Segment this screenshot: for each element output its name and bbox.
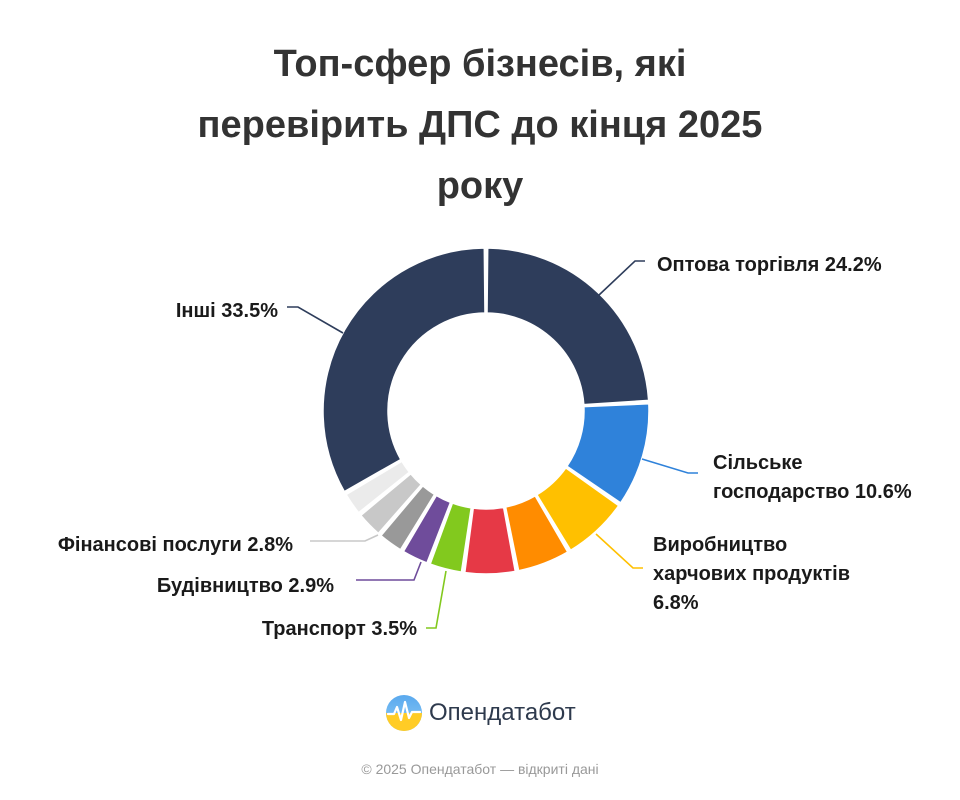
donut-slice-red: [464, 506, 517, 575]
data-label-food-line-2: харчових продуктів: [653, 563, 850, 585]
opendatabot-logo-icon: [386, 695, 422, 731]
brand: Опендатабот: [385, 693, 576, 733]
data-label-construction: Будівництво 2.9%: [157, 575, 334, 597]
leader-line-construction: [356, 561, 422, 581]
donut-slice-orange: [504, 495, 569, 572]
donut-slice-transport: [429, 502, 472, 573]
donut-slice-finance: [360, 472, 423, 535]
leader-line-food: [595, 533, 643, 569]
donut-slice-wholesale: [486, 247, 650, 406]
data-label-agriculture-line-1: Сільське: [713, 452, 803, 474]
data-label-food-line-3: 6.8%: [653, 592, 699, 614]
donut-slices: [322, 247, 650, 575]
chart-title: Топ-сфер бізнесів, які перевірить ДПС до…: [0, 34, 960, 217]
leader-line-transport: [426, 570, 447, 629]
chart-title-line-2: перевірить ДПС до кінця 2025: [197, 104, 763, 146]
donut-slice-other: [322, 247, 486, 493]
chart-title-line-3: року: [436, 165, 524, 207]
leader-line-other: [287, 306, 344, 334]
leader-line-wholesale: [598, 260, 645, 296]
data-label-food-line-1: Виробництво: [653, 534, 787, 556]
donut-slice-agriculture: [566, 403, 650, 504]
leader-line-finance: [310, 534, 379, 542]
donut-slice-construction: [402, 494, 452, 564]
donut-slice-gray-dark: [380, 485, 436, 551]
donut-labels: Оптова торгівля 24.2% Сільське господарств…: [58, 254, 912, 640]
chart-title-line-1: Топ-сфер бізнесів, які: [273, 43, 687, 85]
donut-slice-gray-light: [345, 460, 411, 514]
data-label-agriculture-line-2: господарство 10.6%: [713, 481, 912, 503]
donut-slice-food: [536, 467, 620, 552]
data-label-transport: Транспорт 3.5%: [262, 618, 417, 640]
brand-name: Опендатабот: [429, 699, 576, 726]
data-label-wholesale: Оптова торгівля 24.2%: [657, 254, 882, 276]
data-label-finance: Фінансові послуги 2.8%: [58, 534, 293, 556]
data-label-other: Інші 33.5%: [176, 300, 278, 322]
footer-copyright: © 2025 Опендатабот — відкриті дані: [361, 761, 599, 777]
leader-line-agriculture: [641, 458, 698, 474]
